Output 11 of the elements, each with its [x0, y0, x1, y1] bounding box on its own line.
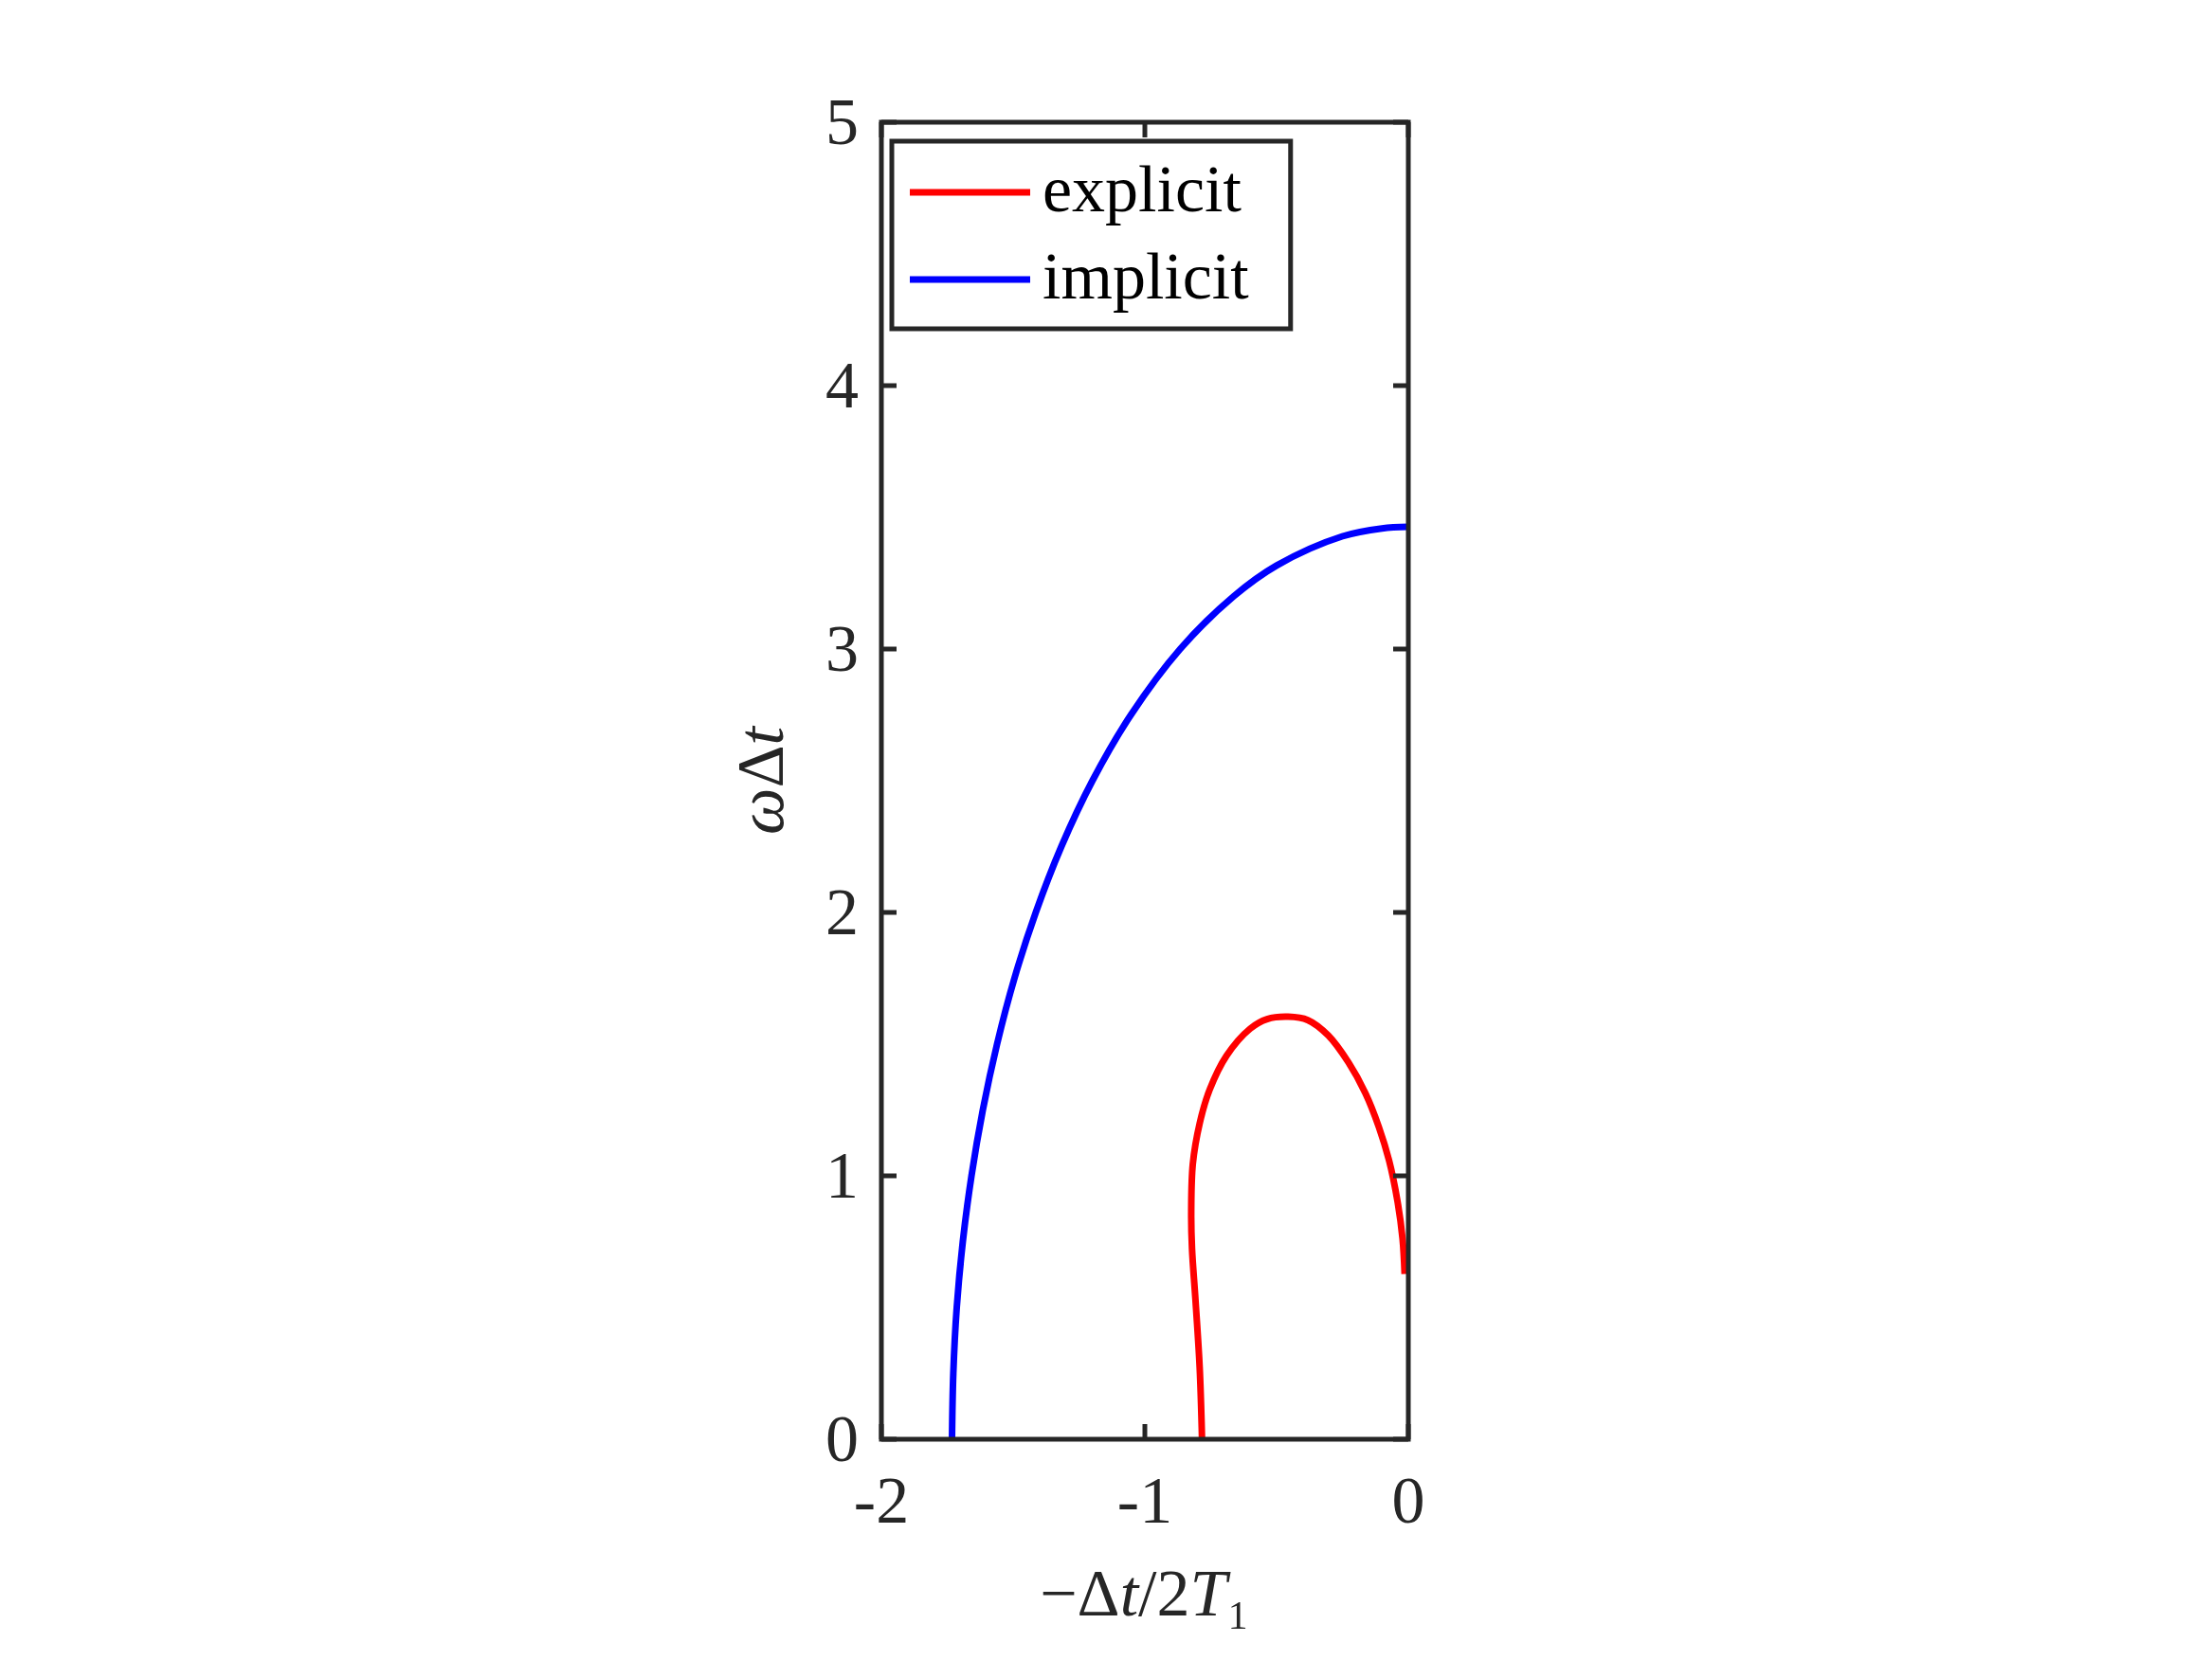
- x-axis-title: −Δt/2T₁: [1040, 1557, 1250, 1630]
- y-tick-label: 5: [825, 85, 859, 159]
- y-axis-title: ωΔt: [724, 725, 797, 835]
- y-tick-label: 3: [825, 612, 859, 686]
- y-tick-label: 2: [825, 875, 859, 949]
- x-tick-label: 0: [1391, 1464, 1425, 1537]
- legend-label: implicit: [1043, 240, 1250, 313]
- legend-label: explicit: [1043, 153, 1242, 226]
- y-tick-label: 1: [825, 1139, 859, 1213]
- x-tick-label: -1: [1116, 1464, 1173, 1537]
- y-tick-label: 4: [825, 349, 859, 423]
